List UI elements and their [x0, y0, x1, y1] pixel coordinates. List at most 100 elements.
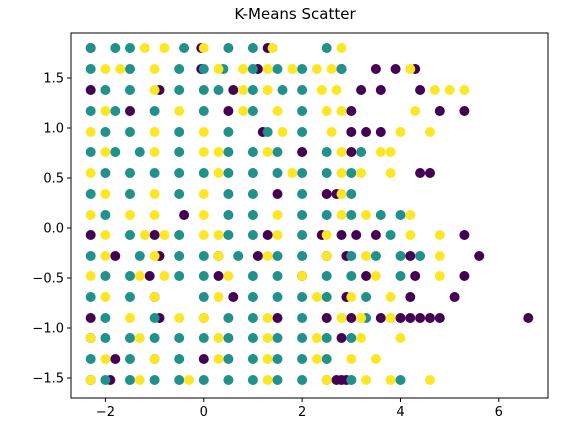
scatter-point-cluster-2: [223, 271, 234, 281]
scatter-point-cluster-1: [297, 354, 308, 364]
scatter-point-cluster-1: [321, 292, 332, 302]
scatter-point-cluster-1: [85, 106, 96, 116]
scatter-point-cluster-2: [272, 106, 283, 116]
scatter-point-cluster-2: [287, 168, 298, 178]
scatter-point-cluster-1: [272, 333, 283, 343]
scatter-point-cluster-2: [395, 333, 406, 343]
scatter-point-cluster-1: [174, 375, 185, 385]
scatter-point-cluster-2: [213, 168, 224, 178]
scatter-point-cluster-2: [115, 64, 126, 74]
scatter-point-cluster-1: [356, 147, 367, 157]
scatter-point-cluster-0: [459, 230, 470, 240]
scatter-point-cluster-2: [326, 127, 337, 137]
scatter-point-cluster-2: [100, 189, 111, 199]
scatter-point-cluster-0: [361, 271, 372, 281]
scatter-point-cluster-2: [125, 210, 135, 220]
scatter-point-cluster-1: [213, 85, 224, 95]
scatter-point-cluster-2: [134, 271, 145, 281]
scatter-point-cluster-0: [228, 85, 239, 95]
scatter-point-cluster-0: [434, 313, 445, 323]
scatter-point-cluster-1: [247, 64, 258, 74]
scatter-point-cluster-1: [272, 271, 283, 281]
scatter-point-cluster-1: [346, 271, 357, 281]
scatter-point-cluster-0: [321, 313, 332, 323]
scatter-point-cluster-2: [198, 43, 209, 53]
scatter-point-cluster-0: [405, 292, 416, 302]
scatter-point-cluster-2: [287, 64, 298, 74]
scatter-point-cluster-1: [297, 210, 308, 220]
scatter-point-cluster-2: [85, 210, 96, 220]
scatter-point-cluster-1: [110, 147, 121, 157]
scatter-point-cluster-1: [297, 251, 308, 261]
scatter-point-cluster-2: [149, 354, 160, 364]
scatter-point-cluster-1: [247, 230, 258, 240]
scatter-point-cluster-2: [311, 64, 322, 74]
points-layer: [85, 43, 534, 385]
scatter-point-cluster-1: [297, 106, 308, 116]
scatter-point-cluster-2: [159, 230, 170, 240]
scatter-point-cluster-1: [247, 292, 258, 302]
scatter-point-cluster-2: [346, 354, 357, 364]
scatter-point-cluster-1: [297, 127, 308, 137]
scatter-point-cluster-0: [415, 168, 426, 178]
scatter-point-cluster-2: [370, 271, 381, 281]
scatter-point-cluster-1: [223, 147, 234, 157]
scatter-point-cluster-2: [134, 333, 145, 343]
scatter-point-cluster-1: [134, 251, 145, 261]
scatter-point-cluster-2: [85, 127, 96, 137]
scatter-point-cluster-0: [410, 271, 421, 281]
scatter-point-cluster-2: [100, 251, 111, 261]
scatter-point-cluster-0: [262, 230, 273, 240]
scatter-point-cluster-1: [100, 333, 111, 343]
scatter-point-cluster-2: [134, 375, 145, 385]
scatter-point-cluster-2: [356, 168, 367, 178]
scatter-point-cluster-1: [174, 64, 185, 74]
scatter-point-cluster-1: [297, 230, 308, 240]
scatter-point-cluster-0: [223, 106, 234, 116]
scatter-point-cluster-2: [336, 168, 347, 178]
scatter-point-cluster-1: [174, 147, 185, 157]
scatter-point-cluster-1: [85, 292, 96, 302]
scatter-point-cluster-2: [139, 230, 150, 240]
scatter-point-cluster-1: [149, 313, 160, 323]
x-tick-label: 2: [298, 405, 306, 420]
scatter-point-cluster-1: [125, 64, 135, 74]
scatter-point-cluster-0: [459, 271, 470, 281]
scatter-point-cluster-1: [134, 147, 145, 157]
scatter-point-cluster-1: [125, 375, 135, 385]
scatter-point-cluster-2: [267, 43, 278, 53]
scatter-point-cluster-1: [125, 230, 135, 240]
scatter-point-cluster-0: [149, 230, 160, 240]
scatter-point-cluster-0: [523, 313, 534, 323]
scatter-point-cluster-2: [346, 292, 357, 302]
scatter-point-cluster-1: [125, 271, 135, 281]
scatter-point-cluster-2: [311, 292, 322, 302]
scatter-point-cluster-2: [238, 85, 249, 95]
scatter-point-cluster-1: [125, 292, 135, 302]
scatter-point-cluster-2: [375, 147, 386, 157]
scatter-point-cluster-1: [297, 292, 308, 302]
scatter-point-cluster-2: [159, 43, 170, 53]
scatter-point-cluster-1: [125, 85, 135, 95]
scatter-point-cluster-0: [228, 292, 239, 302]
scatter-point-cluster-1: [297, 85, 308, 95]
x-tick-label: 6: [495, 405, 503, 420]
scatter-point-cluster-1: [174, 354, 185, 364]
scatter-point-cluster-2: [326, 64, 337, 74]
scatter-point-cluster-0: [405, 313, 416, 323]
scatter-point-cluster-1: [395, 271, 406, 281]
scatter-point-cluster-1: [247, 85, 258, 95]
scatter-point-cluster-2: [149, 210, 160, 220]
scatter-point-cluster-1: [223, 313, 234, 323]
y-tick-label: −0.5: [32, 272, 64, 287]
scatter-point-cluster-1: [321, 147, 332, 157]
scatter-point-cluster-1: [223, 168, 234, 178]
scatter-point-cluster-2: [321, 251, 332, 261]
scatter-point-cluster-2: [198, 313, 209, 323]
scatter-point-cluster-2: [213, 147, 224, 157]
scatter-point-cluster-1: [346, 168, 357, 178]
scatter-point-cluster-1: [179, 43, 190, 53]
scatter-point-cluster-1: [297, 333, 308, 343]
y-tick-label: −1.5: [32, 372, 64, 387]
scatter-point-cluster-2: [311, 333, 322, 343]
